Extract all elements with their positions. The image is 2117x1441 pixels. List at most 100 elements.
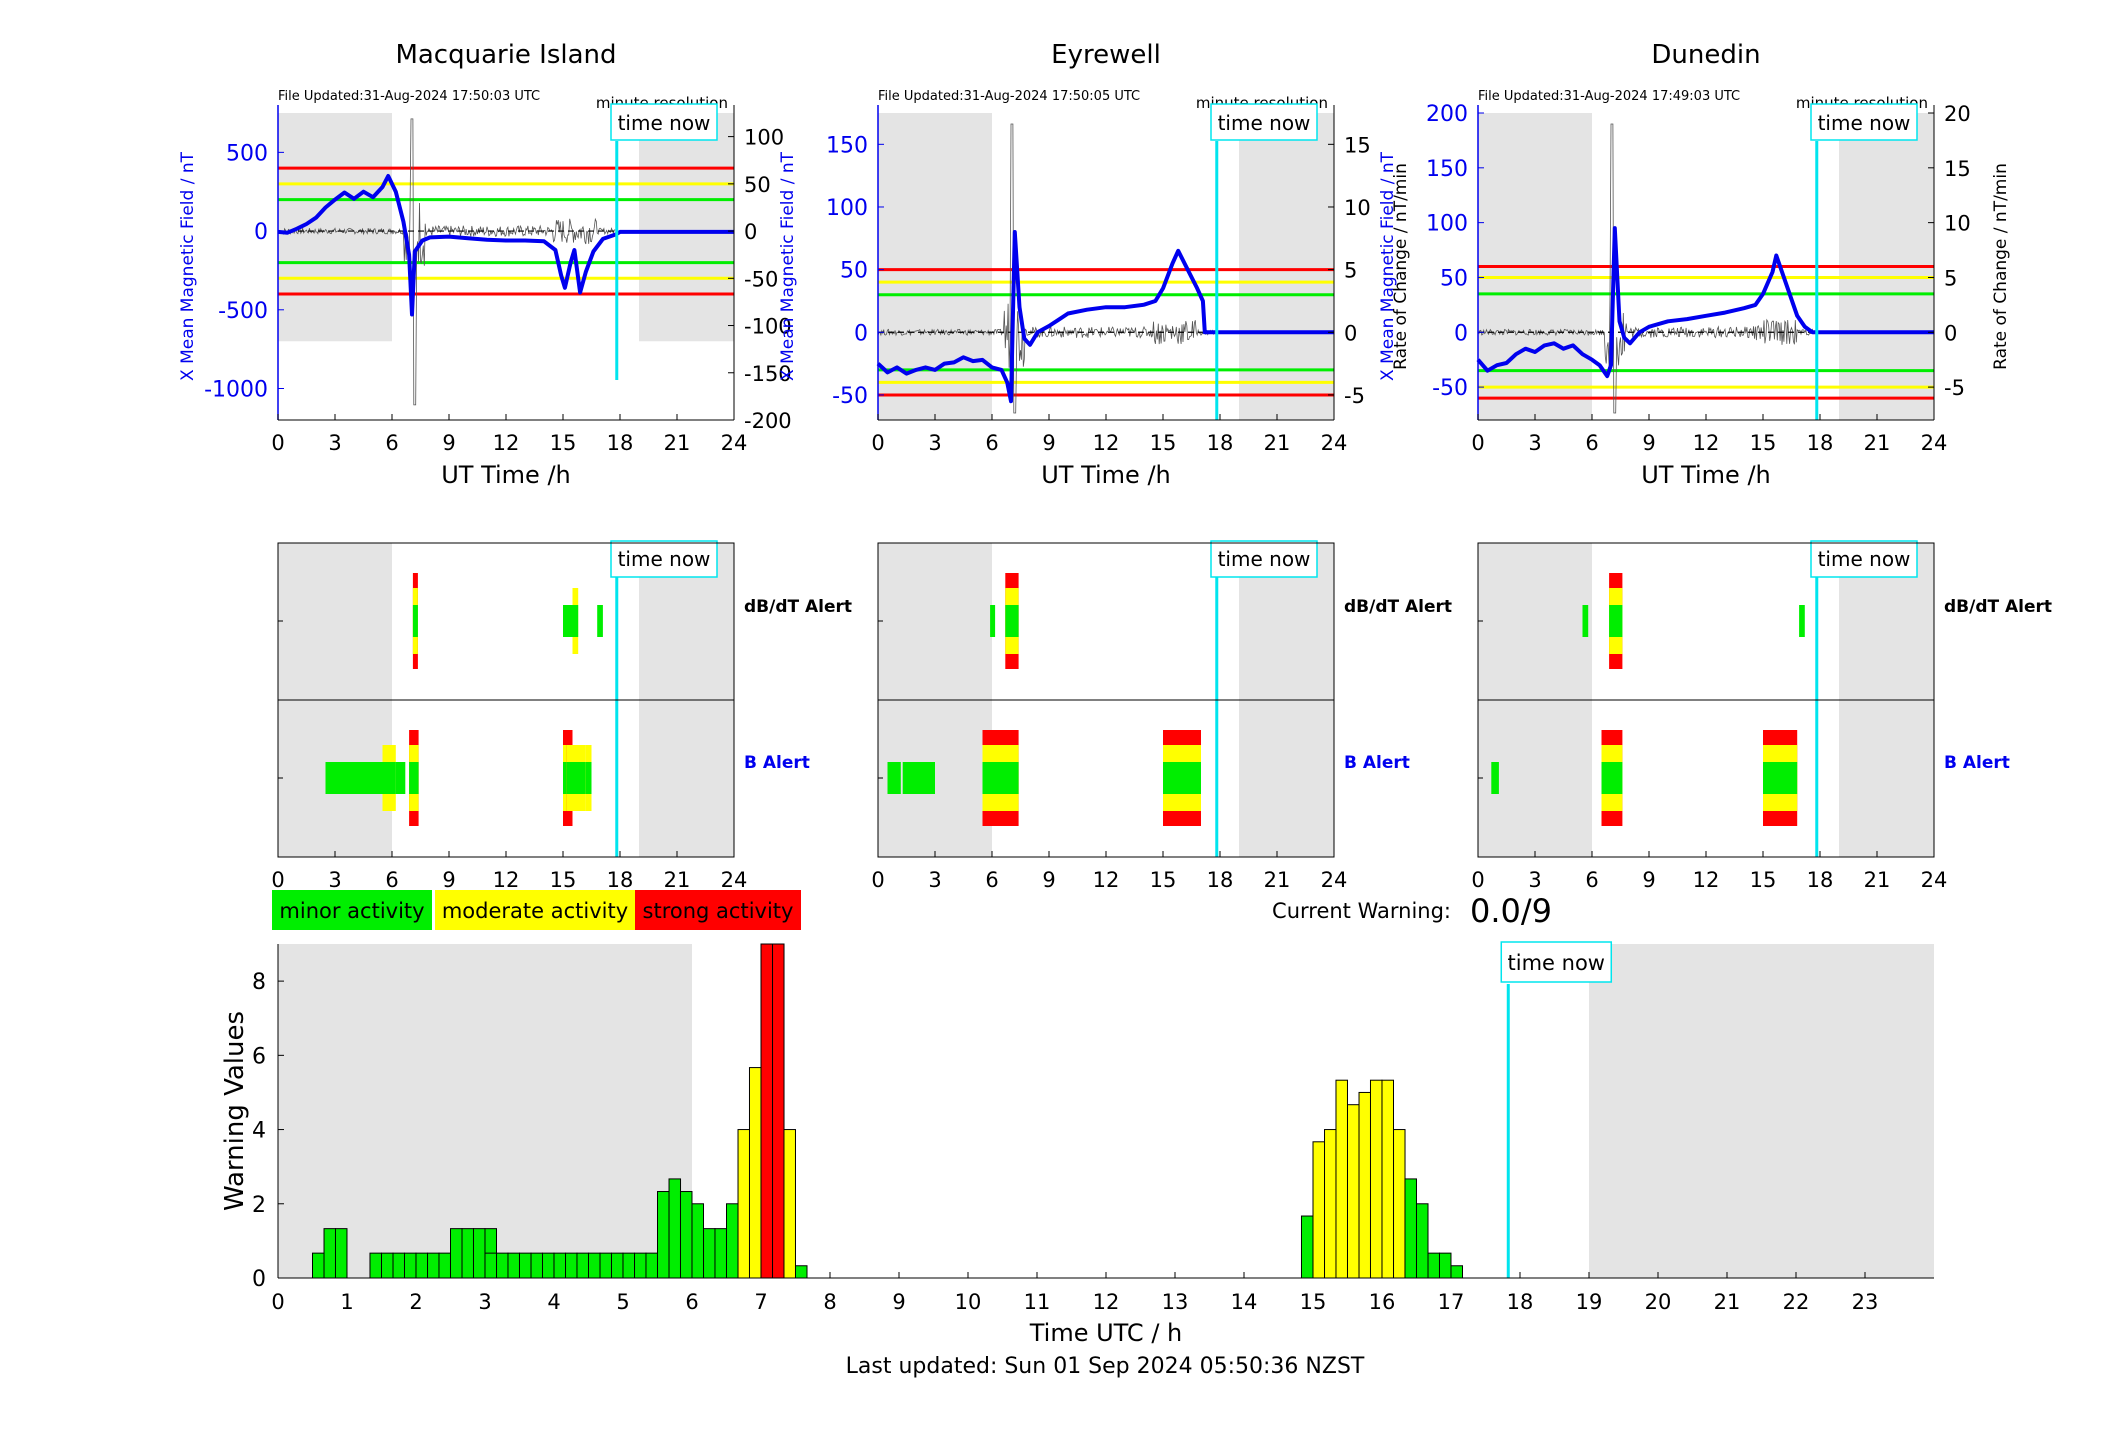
file-updated-text: File Updated:31-Aug-2024 17:50:03 UTC (278, 89, 540, 104)
warning-bar (323, 1228, 337, 1279)
x-axis-label: UT Time /h (1641, 461, 1771, 489)
warning-bar (553, 1252, 567, 1279)
warning-bar (622, 1252, 636, 1279)
alert-x-tick-label: 21 (1864, 868, 1891, 892)
time-now-label: time now (1818, 111, 1911, 135)
x-tick-label: 3 (1528, 431, 1541, 455)
b-alert-minor-mark (572, 762, 586, 794)
alert-time-now-label: time now (1818, 547, 1911, 571)
activity-legend: minor activity moderate activity strong ac… (272, 890, 801, 930)
b-alert-minor-mark (563, 762, 568, 794)
x-tick-label: 18 (607, 431, 634, 455)
b-alert-label: B Alert (744, 753, 810, 773)
warning-bar (565, 1252, 578, 1279)
alert-x-tick-label: 21 (664, 868, 691, 892)
warning-x-tick-label: 13 (1162, 1290, 1189, 1314)
warning-bar (645, 1252, 658, 1279)
alert-time-now-box (1810, 540, 1918, 578)
x-tick-label: 18 (1807, 431, 1834, 455)
warning-bar (427, 1252, 440, 1279)
alert-x-tick-label: 6 (385, 868, 398, 892)
warning-x-tick-label: 21 (1714, 1290, 1741, 1314)
left-tick-label: -50 (832, 384, 868, 409)
warning-x-tick-label: 12 (1093, 1290, 1120, 1314)
alert-x-tick-label: 15 (1750, 868, 1777, 892)
alert-x-tick-label: 24 (1921, 868, 1948, 892)
x-tick-label: 21 (1864, 431, 1891, 455)
right-tick-label: 15 (1944, 157, 1971, 181)
left-tick-label: 0 (854, 321, 868, 346)
warning-bar (507, 1252, 520, 1279)
alert-x-tick-label: 3 (328, 868, 341, 892)
x-tick-label: 12 (1093, 431, 1120, 455)
warning-x-tick-label: 5 (616, 1290, 629, 1314)
x-tick-label: 24 (1921, 431, 1948, 455)
b-alert-label: B Alert (1344, 753, 1410, 773)
warning-y-tick-label: 4 (252, 1119, 266, 1144)
warning-bar (599, 1252, 613, 1279)
alert-x-tick-label: 9 (1642, 868, 1655, 892)
b-alert-minor-mark (1491, 762, 1499, 794)
x-tick-label: 12 (1693, 431, 1720, 455)
y-axis-label-left: X Mean Magnetic Field / nT (778, 151, 798, 381)
warning-bar (772, 943, 785, 1279)
legend-strong-label: strong activity (643, 899, 794, 923)
warning-bar (415, 1252, 429, 1279)
dbdt-alert-minor-mark (1609, 605, 1623, 637)
warning-bar (748, 1067, 762, 1279)
warning-y-tick-label: 2 (252, 1193, 266, 1218)
time-now-box (1210, 103, 1318, 141)
alert-x-tick-label: 12 (1693, 868, 1720, 892)
warning-x-tick-label: 7 (754, 1290, 767, 1314)
right-tick-label: 20 (1944, 102, 1971, 126)
warning-bar (461, 1228, 475, 1279)
alert-time-now-box (1210, 540, 1318, 578)
left-tick-label: 150 (826, 133, 868, 158)
station-panel-dunedin: Dunedin File Updated:31-Aug-2024 17:49:03… (1378, 40, 2052, 892)
right-tick-label: 5 (1344, 259, 1357, 283)
b-alert-minor-mark (409, 762, 419, 794)
x-axis-label: UT Time /h (441, 461, 571, 489)
right-tick-label: 15 (1344, 133, 1371, 157)
alert-x-tick-label: 18 (1207, 868, 1234, 892)
x-tick-label: 3 (328, 431, 341, 455)
warning-bar (541, 1252, 555, 1279)
right-tick-label: -150 (744, 362, 792, 386)
b-alert-minor-mark (1763, 762, 1798, 794)
night-shade-left (878, 113, 992, 420)
left-tick-label: 100 (1426, 212, 1468, 237)
left-tick-label: 50 (840, 259, 868, 284)
right-tick-label: 50 (744, 173, 771, 197)
warning-bar (795, 1265, 808, 1279)
x-tick-label: 0 (871, 431, 884, 455)
left-tick-label: 0 (254, 220, 268, 245)
right-tick-label: 5 (1944, 266, 1957, 290)
warning-bar (668, 1178, 682, 1279)
warning-x-tick-label: 2 (409, 1290, 422, 1314)
dbdt-alert-minor-mark (1582, 605, 1589, 637)
warning-bar (450, 1228, 463, 1279)
dbdt-alert-minor-mark (597, 605, 603, 637)
warning-bar (1450, 1265, 1464, 1279)
warning-x-tick-label: 22 (1783, 1290, 1810, 1314)
alert-x-tick-label: 21 (1264, 868, 1291, 892)
warning-x-tick-label: 3 (478, 1290, 491, 1314)
x-tick-label: 21 (1264, 431, 1291, 455)
warning-bar (334, 1228, 348, 1279)
alert-x-tick-label: 3 (928, 868, 941, 892)
alert-time-now-box (610, 540, 718, 578)
alert-x-tick-label: 24 (721, 868, 748, 892)
warning-time-now-label: time now (1508, 951, 1605, 975)
warning-x-tick-label: 0 (271, 1290, 284, 1314)
y-axis-label-right: Rate of Change / nT/min (1391, 163, 1411, 370)
left-tick-label: -1000 (204, 378, 268, 403)
x-tick-label: 0 (1471, 431, 1484, 455)
left-tick-label: 0 (1454, 321, 1468, 346)
warning-bar (737, 1129, 751, 1279)
right-tick-label: 100 (744, 126, 784, 150)
legend-minor-label: minor activity (279, 899, 424, 923)
time-now-label: time now (618, 111, 711, 135)
warning-bar (392, 1252, 406, 1279)
